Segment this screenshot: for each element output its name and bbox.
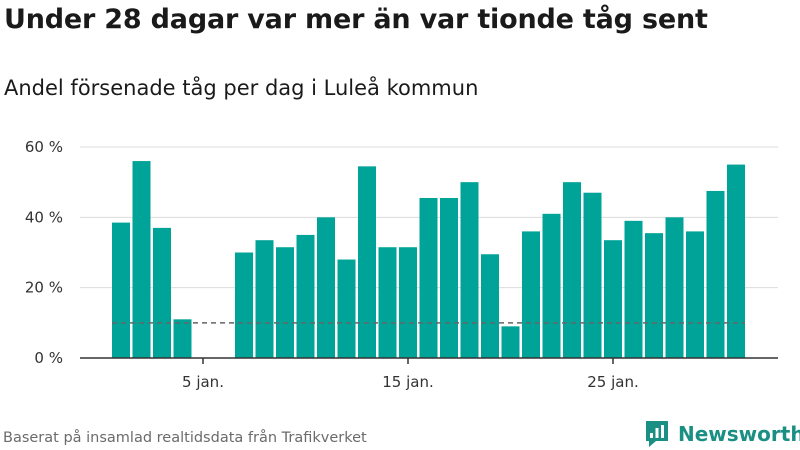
bar (378, 247, 397, 358)
chart-title: Under 28 dagar var mer än var tionde tåg… (4, 4, 708, 35)
x-tick-label: 25 jan. (587, 373, 639, 391)
y-tick-label: 0 % (34, 349, 63, 367)
bar (132, 161, 151, 358)
tick-labels: 0 % 20 % 40 % 60 % 5 jan. 15 jan. 25 jan. (25, 138, 639, 391)
source-note: Baserat på insamlad realtidsdata från Tr… (3, 430, 367, 446)
bar (604, 240, 622, 358)
bar (358, 166, 376, 358)
bar (173, 319, 192, 358)
bar (481, 254, 499, 358)
x-tick-label: 15 jan. (382, 373, 434, 391)
bar (563, 182, 581, 358)
bar (337, 259, 356, 358)
bar (624, 220, 643, 358)
bar (276, 247, 294, 358)
bar (460, 182, 479, 358)
bar (153, 227, 171, 358)
chart-subtitle: Andel försenade tåg per dag i Luleå komm… (4, 76, 479, 100)
brand-logo: Newsworthy (644, 419, 800, 449)
bar-series (112, 161, 745, 358)
bar (727, 164, 745, 358)
bar (235, 252, 253, 358)
bar-chart: 0 % 20 % 40 % 60 % 5 jan. 15 jan. 25 jan. (25, 138, 778, 391)
bar (317, 217, 335, 358)
brand-name: Newsworthy (678, 422, 800, 446)
bar (255, 240, 274, 358)
bar (399, 247, 417, 358)
bar (665, 217, 684, 358)
newsworthy-logo-icon (646, 421, 668, 447)
bar (686, 231, 704, 358)
y-tick-label: 20 % (25, 279, 63, 297)
bar (296, 234, 315, 358)
y-tick-label: 40 % (25, 208, 63, 226)
bar (583, 192, 602, 358)
bar (419, 197, 438, 358)
x-tick-label: 5 jan. (182, 373, 224, 391)
bar (440, 197, 458, 358)
bar (501, 326, 520, 358)
bar (112, 222, 130, 358)
axes (80, 357, 778, 364)
bar (522, 231, 540, 358)
bar (706, 190, 725, 358)
bar (645, 233, 663, 358)
y-tick-label: 60 % (25, 138, 63, 156)
bar (542, 213, 561, 358)
